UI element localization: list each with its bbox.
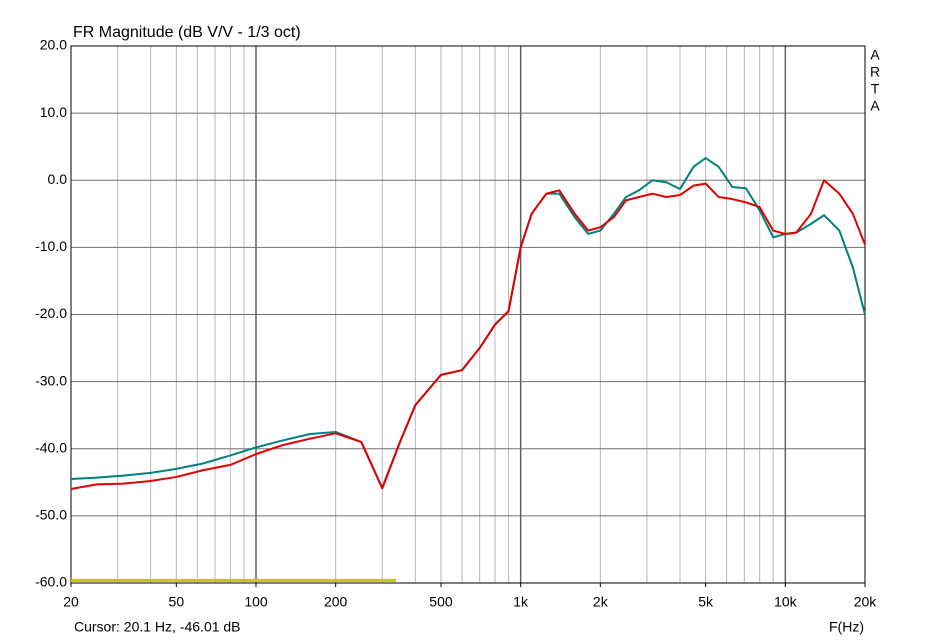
x-tick-label: 500: [429, 594, 453, 610]
y-tick-label: 10.0: [40, 104, 67, 120]
cursor-readout: Cursor: 20.1 Hz, -46.01 dB: [74, 619, 241, 635]
y-tick-label: -50.0: [35, 507, 67, 523]
x-axis-label: F(Hz): [829, 619, 864, 635]
y-tick-label: -40.0: [35, 439, 67, 455]
x-tick-label: 5k: [698, 594, 714, 610]
chart-title: FR Magnitude (dB V/V - 1/3 oct): [73, 24, 301, 41]
y-tick-label: -60.0: [35, 574, 67, 590]
y-tick-label: -10.0: [35, 238, 67, 254]
brand-letter: R: [870, 64, 880, 80]
y-tick-label: 20.0: [40, 37, 67, 53]
brand-letter: T: [871, 81, 880, 97]
x-tick-label: 10k: [774, 594, 798, 610]
x-tick-label: 200: [324, 594, 348, 610]
y-tick-label: -20.0: [35, 305, 67, 321]
series-line: [70, 157, 866, 489]
x-tick-label: 50: [169, 594, 185, 610]
x-tick-label: 20k: [854, 594, 878, 610]
brand-letter: A: [870, 47, 880, 63]
brand-letter: A: [870, 98, 880, 114]
x-tick-label: 100: [244, 594, 268, 610]
x-tick-label: 1k: [513, 594, 529, 610]
x-tick-label: 20: [63, 594, 79, 610]
x-tick-label: 2k: [593, 594, 609, 610]
series-line: [70, 179, 866, 491]
y-tick-label: -30.0: [35, 372, 67, 388]
y-tick-label: 0.0: [48, 171, 68, 187]
